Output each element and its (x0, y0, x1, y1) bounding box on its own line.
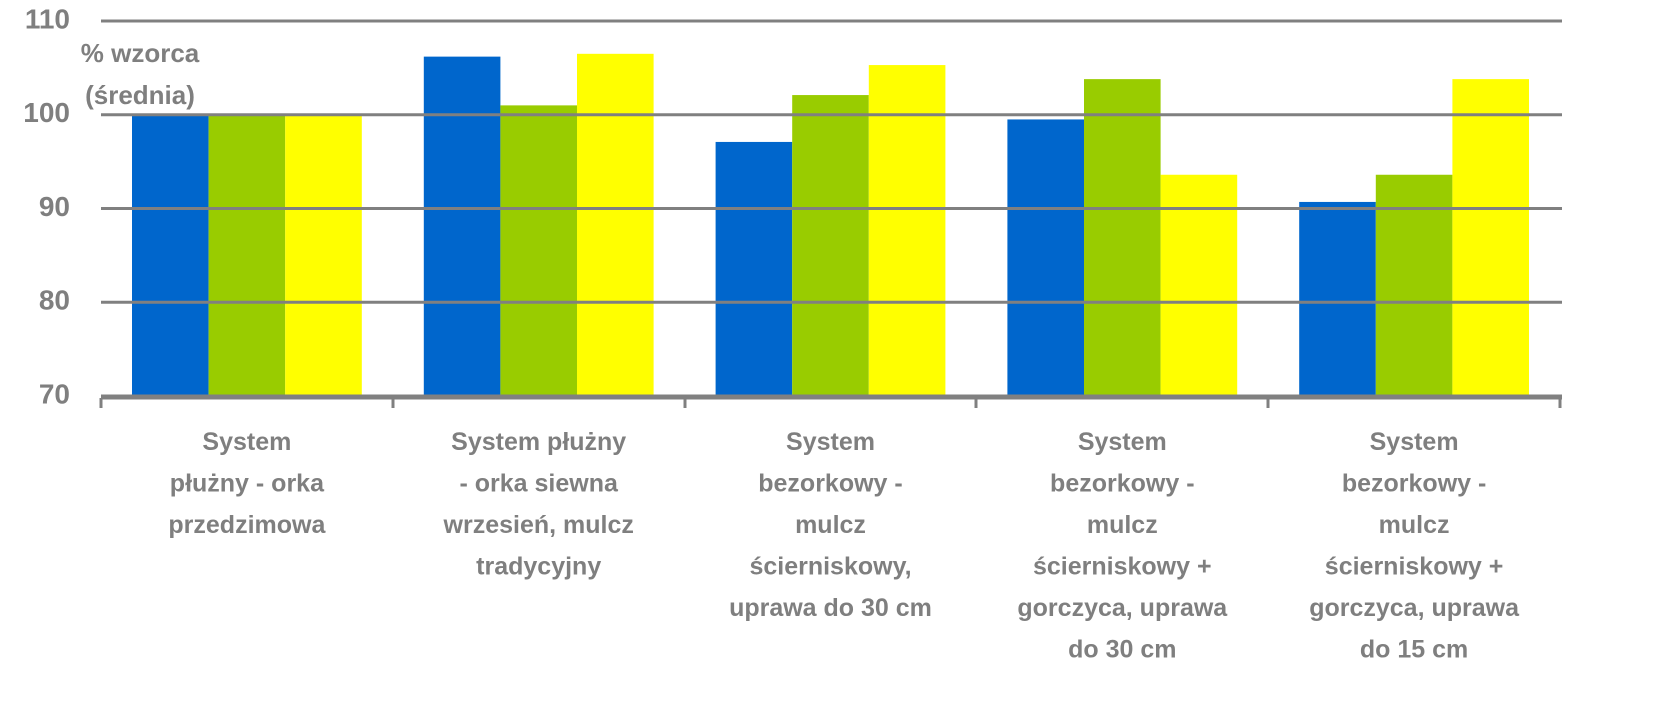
bar (1160, 174, 1238, 396)
bar (285, 114, 362, 396)
x-tick-label: System bezorkowy -mulcz ścierniskowy + gorc… (1017, 428, 1228, 664)
y-tick-label: 70 (39, 378, 70, 409)
bar (423, 56, 501, 396)
y-axis-label: % wzorca (średnia) (81, 38, 200, 110)
bar (208, 114, 286, 396)
bar (1452, 79, 1529, 396)
bar (1084, 79, 1161, 396)
bar (1375, 174, 1453, 396)
bar (868, 65, 946, 396)
bar (792, 95, 869, 396)
bar (577, 53, 654, 396)
y-tick-label: 110 (25, 3, 70, 34)
bar (1299, 201, 1376, 396)
bar (1007, 119, 1084, 396)
bar (715, 141, 793, 396)
x-tick-label: System bezorkowy -mulcz ścierniskowy, upraw… (729, 428, 932, 622)
y-tick-label: 90 (39, 191, 70, 222)
y-tick-label: 100 (23, 97, 70, 128)
bar (132, 114, 209, 396)
axis-frame (99, 396, 1562, 408)
x-tick-label: System płużny - orka siewna wrzesień, mulc… (443, 428, 634, 581)
x-tick-label: System płużny - orka przedzimowa (168, 428, 326, 539)
x-tick-label: System bezorkowy -mulcz ścierniskowy + gorc… (1309, 428, 1520, 664)
bar (500, 105, 577, 396)
y-tick-label: 80 (39, 285, 70, 316)
